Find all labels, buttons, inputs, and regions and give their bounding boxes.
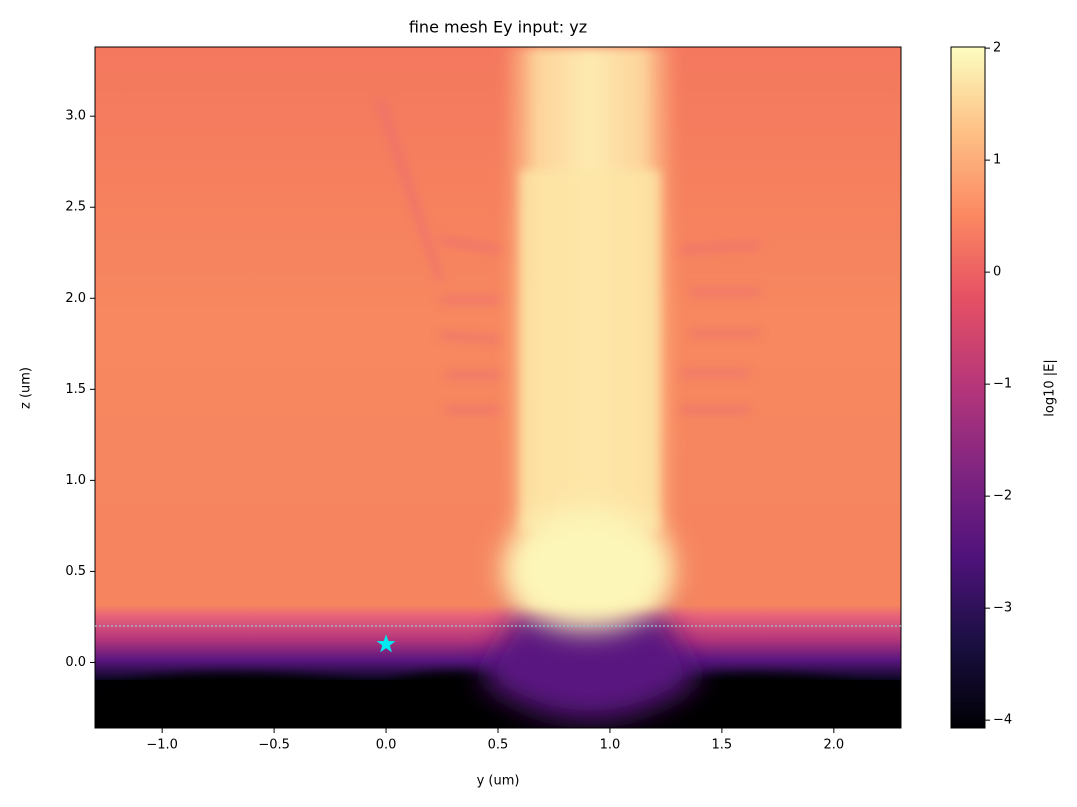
colorbar-tick-label: −4: [993, 713, 1012, 728]
colorbar-tick-label: −1: [993, 377, 1012, 392]
y-tick-label: 0.5: [65, 564, 86, 579]
x-tick-label: −1.0: [146, 738, 178, 753]
heatmap-field: [95, 47, 901, 728]
colorbar-label: log10 |E|: [1043, 359, 1058, 416]
colorbar-tick-label: 0: [993, 265, 1001, 280]
y-tick-label: 3.0: [65, 109, 86, 124]
y-tick-label: 1.5: [65, 382, 86, 397]
x-tick-label: 1.5: [712, 738, 733, 753]
colorbar: [950, 46, 986, 729]
colorbar-tick-label: 2: [993, 41, 1001, 56]
colorbar-tick-label: −3: [993, 601, 1012, 616]
y-tick-label: 1.0: [65, 473, 86, 488]
x-tick-label: 0.0: [376, 738, 397, 753]
y-tick-label: 2.0: [65, 291, 86, 306]
x-tick-label: 1.0: [600, 738, 621, 753]
y-axis-label: z (um): [19, 367, 34, 409]
x-tick-label: −0.5: [258, 738, 290, 753]
star-marker: [376, 634, 396, 653]
colorbar-tick-label: −2: [993, 489, 1012, 504]
chart-title: fine mesh Ey input: yz: [409, 18, 587, 37]
colorbar-tick-label: 1: [993, 153, 1001, 168]
x-tick-label: 2.0: [823, 738, 844, 753]
y-tick-label: 2.5: [65, 200, 86, 215]
x-axis-label: y (um): [477, 774, 520, 789]
y-tick-label: 0.0: [65, 655, 86, 670]
x-tick-label: 0.5: [488, 738, 509, 753]
